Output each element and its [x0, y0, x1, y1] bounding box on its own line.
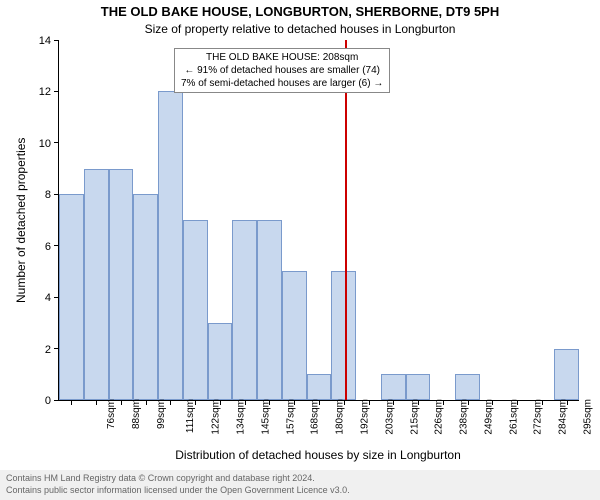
x-tick: [319, 400, 320, 405]
x-tick: [96, 400, 97, 405]
y-tick-label: 4: [45, 292, 51, 304]
x-tick: [121, 400, 122, 405]
histogram-bar: [109, 169, 134, 400]
plot-area: THE OLD BAKE HOUSE: 208sqm ← 91% of deta…: [58, 40, 579, 401]
histogram-bar: [455, 374, 480, 400]
histogram-bar: [554, 349, 579, 400]
footer-line1: Contains HM Land Registry data © Crown c…: [6, 472, 594, 484]
x-tick: [195, 400, 196, 405]
histogram-bar: [84, 169, 109, 400]
histogram-bar: [232, 220, 257, 400]
x-tick: [393, 400, 394, 405]
y-tick-label: 2: [45, 344, 51, 356]
x-tick: [492, 400, 493, 405]
annotation-line1: THE OLD BAKE HOUSE: 208sqm: [181, 51, 383, 64]
histogram-bar: [208, 323, 233, 400]
histogram-bar: [183, 220, 208, 400]
x-tick-label: 295sqm: [582, 399, 593, 435]
x-tick: [443, 400, 444, 405]
histogram-bar: [307, 374, 332, 400]
x-tick: [567, 400, 568, 405]
histogram-bar: [59, 194, 84, 400]
property-marker-line: [345, 40, 347, 400]
x-tick: [344, 400, 345, 405]
histogram-bar: [133, 194, 158, 400]
y-tick-label: 6: [45, 241, 51, 253]
annotation-box: THE OLD BAKE HOUSE: 208sqm ← 91% of deta…: [174, 48, 390, 93]
bars-container: [59, 40, 579, 400]
histogram-bar: [257, 220, 282, 400]
y-tick-label: 0: [45, 395, 51, 407]
y-tick-label: 14: [39, 35, 51, 47]
y-tick-label: 12: [39, 86, 51, 98]
x-tick: [542, 400, 543, 405]
x-axis-label: Distribution of detached houses by size …: [58, 448, 578, 462]
x-tick: [220, 400, 221, 405]
footer: Contains HM Land Registry data © Crown c…: [0, 470, 600, 500]
x-tick: [468, 400, 469, 405]
x-tick: [269, 400, 270, 405]
x-tick: [517, 400, 518, 405]
x-tick-label: 76sqm: [106, 399, 117, 429]
y-axis-label: Number of detached properties: [14, 40, 28, 400]
x-tick: [369, 400, 370, 405]
histogram-bar: [331, 271, 356, 400]
x-tick-label: 111sqm: [185, 399, 196, 433]
chart-title: THE OLD BAKE HOUSE, LONGBURTON, SHERBORN…: [0, 4, 600, 19]
y-tick-label: 10: [39, 138, 51, 150]
x-tick: [245, 400, 246, 405]
annotation-line3: 7% of semi-detached houses are larger (6…: [181, 77, 383, 90]
x-tick: [170, 400, 171, 405]
x-tick: [71, 400, 72, 405]
x-tick: [146, 400, 147, 405]
x-tick-label: 99sqm: [156, 399, 167, 429]
chart-subtitle: Size of property relative to detached ho…: [0, 22, 600, 36]
histogram-bar: [406, 374, 431, 400]
annotation-line2: ← 91% of detached houses are smaller (74…: [181, 64, 383, 77]
x-tick-label: 88sqm: [131, 399, 142, 429]
x-tick: [418, 400, 419, 405]
histogram-bar: [282, 271, 307, 400]
histogram-bar: [381, 374, 406, 400]
x-tick: [294, 400, 295, 405]
histogram-bar: [158, 91, 183, 400]
footer-line2: Contains public sector information licen…: [6, 484, 594, 496]
y-tick-label: 8: [45, 189, 51, 201]
